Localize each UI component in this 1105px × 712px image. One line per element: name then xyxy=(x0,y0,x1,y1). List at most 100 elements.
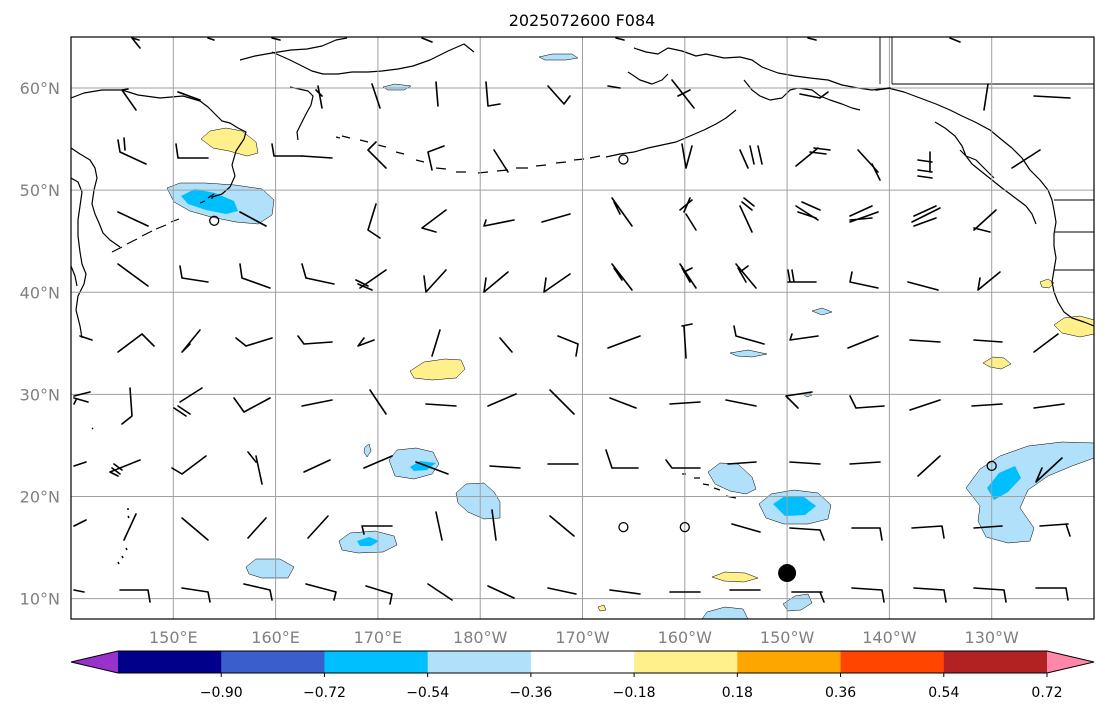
wind-barb xyxy=(731,523,761,533)
calm-wind-circle xyxy=(618,154,629,165)
wind-barb xyxy=(851,587,885,603)
wind-barb xyxy=(977,271,1001,291)
wind-barb xyxy=(795,147,831,167)
wind-barb xyxy=(233,397,271,413)
coastline-alaska xyxy=(627,71,669,85)
wind-barb xyxy=(609,397,637,409)
colorbar-tick-label: −0.18 xyxy=(613,685,656,701)
wind-barb xyxy=(239,211,267,227)
wind-barb xyxy=(917,455,941,477)
strong-negative-anomaly-core xyxy=(357,537,379,546)
wind-barb xyxy=(491,509,497,541)
wind-barb xyxy=(849,461,881,465)
wind-barb xyxy=(1033,95,1071,99)
longitude-tick-label: 140°W xyxy=(862,628,917,647)
wind-barb xyxy=(483,219,515,227)
wind-barb xyxy=(607,85,621,89)
colorbar: −0.90 −0.72 −0.54 −0.36 −0.18 0.18 0.36 0.54 0.7… xyxy=(70,650,1095,701)
wind-barb xyxy=(357,337,375,347)
colorbar-tick-label: 0.72 xyxy=(1031,685,1062,701)
negative-anomaly-region xyxy=(701,606,749,619)
longitude-tick-label: 180°W xyxy=(453,628,508,647)
wind-barb xyxy=(543,273,571,293)
wind-barb xyxy=(123,513,137,541)
wind-barb xyxy=(73,589,85,593)
wind-barb xyxy=(681,143,693,169)
wind-barb xyxy=(787,269,817,283)
wind-barb xyxy=(431,329,441,357)
wind-barb xyxy=(171,455,207,475)
strong-negative-anomaly-core xyxy=(181,189,238,214)
wind-barb xyxy=(487,393,517,407)
wind-barb xyxy=(1039,523,1071,537)
wind-barb xyxy=(117,333,155,353)
longitude-tick-label: 170°E xyxy=(354,628,403,647)
wind-barb xyxy=(421,209,447,233)
calm-wind-circle xyxy=(986,460,997,471)
map-frame xyxy=(70,36,1095,620)
positive-anomaly-region xyxy=(711,571,759,583)
positive-anomaly-region xyxy=(409,358,466,381)
wind-barb xyxy=(235,337,273,347)
wind-barb xyxy=(875,87,891,91)
colorbar-segment xyxy=(737,651,842,673)
strong-negative-anomaly-core xyxy=(410,461,436,471)
longitude-tick-label: 150°W xyxy=(760,628,815,647)
wind-barb xyxy=(973,587,1007,603)
wind-barb xyxy=(911,525,945,539)
wind-barb xyxy=(549,515,575,537)
positive-anomaly-region xyxy=(597,604,607,612)
wind-barb xyxy=(735,263,757,289)
wind-barb xyxy=(665,459,701,469)
wind-barb xyxy=(1033,333,1059,353)
wind-barb xyxy=(363,455,393,469)
negative-anomaly-region xyxy=(538,53,579,61)
negative-anomaly-region xyxy=(729,349,768,358)
coastline-chukotka xyxy=(239,37,348,61)
wind-barb xyxy=(725,399,757,407)
wind-barb xyxy=(367,203,381,239)
coastline-okhotsk xyxy=(71,147,121,248)
wind-barb xyxy=(247,451,263,485)
wind-barb xyxy=(427,583,453,601)
wind-barb xyxy=(1035,457,1063,483)
wind-barb xyxy=(789,461,821,465)
wind-barb xyxy=(739,197,755,233)
wind-barb xyxy=(849,271,879,289)
colorbar-tick-label: 0.54 xyxy=(928,685,959,701)
positive-anomaly-region xyxy=(200,127,259,157)
colorbar-segment xyxy=(427,651,532,673)
negative-anomaly-region xyxy=(363,443,372,458)
wind-barb xyxy=(371,83,381,109)
colorbar-tick-label: −0.90 xyxy=(200,685,243,701)
wind-barb xyxy=(547,587,577,595)
longitude-labels: 150°E 160°E 170°E 180°W 170°W 160°W 150°W 140°W… xyxy=(149,628,1019,647)
wind-barb xyxy=(973,209,997,233)
latitude-tick-label: 30°N xyxy=(20,385,60,404)
wind-barb xyxy=(271,143,303,157)
wind-barb xyxy=(541,213,571,223)
latitude-tick-label: 40°N xyxy=(20,283,60,302)
negative-anomaly-region xyxy=(707,462,757,495)
negative-anomaly-region xyxy=(965,441,1094,544)
wind-barb xyxy=(435,511,443,541)
latitude-tick-label: 20°N xyxy=(20,487,60,506)
latitude-tick-label: 60°N xyxy=(20,79,60,98)
wind-barb xyxy=(435,81,439,107)
colorbar-segment xyxy=(530,651,635,673)
wind-barb xyxy=(557,335,579,357)
strong-negative-anomaly-core xyxy=(773,496,816,516)
coastline-alaska-peninsula xyxy=(605,109,737,158)
storm-center-marker xyxy=(778,564,797,583)
wind-barb xyxy=(181,517,209,541)
wind-barb xyxy=(73,519,87,527)
colorbar-segment xyxy=(118,651,222,673)
wind-barb xyxy=(789,527,825,541)
wind-barb xyxy=(301,155,333,159)
wind-barb xyxy=(909,339,941,343)
wind-barb xyxy=(789,333,819,341)
wind-barb xyxy=(487,585,515,599)
wind-barb xyxy=(117,211,149,227)
colorbar-segment xyxy=(634,651,738,673)
